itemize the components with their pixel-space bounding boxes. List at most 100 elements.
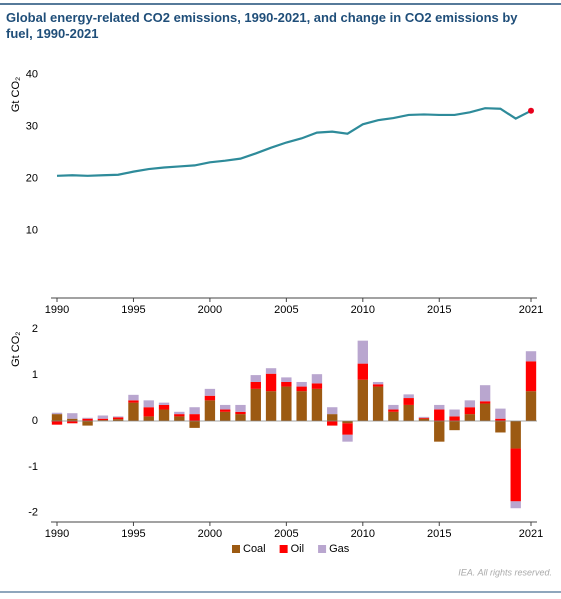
- bar-segment: [235, 414, 246, 421]
- bar-segment: [357, 363, 368, 380]
- bar-segment: [495, 421, 506, 433]
- last-point: [528, 107, 534, 114]
- bar-segment: [82, 417, 93, 419]
- bar-segment: [311, 388, 323, 421]
- bar-segment: [143, 416, 154, 421]
- bar-segment: [220, 411, 231, 421]
- y-axis-label: Gt CO₂: [10, 331, 22, 366]
- bar-segment: [265, 391, 277, 421]
- bar-segment: [525, 351, 537, 362]
- bar-segment: [97, 418, 109, 421]
- bar-segment: [281, 377, 292, 382]
- bar-segment: [265, 368, 277, 374]
- x-tick-label: 2015: [427, 528, 451, 540]
- bar-segment: [143, 407, 154, 417]
- legend-swatch: [279, 545, 288, 553]
- y-tick-label: 0: [32, 415, 38, 427]
- bar-segment: [189, 407, 200, 415]
- legend-label: Gas: [329, 543, 350, 555]
- x-tick-label: 2010: [351, 304, 375, 316]
- bar-segment: [112, 416, 124, 418]
- bar-segment: [51, 412, 63, 415]
- bar-segment: [434, 409, 445, 421]
- bar-segment: [479, 401, 491, 404]
- y-tick-label: 20: [26, 172, 38, 184]
- bar-segment: [495, 408, 506, 419]
- bar-segment: [97, 420, 109, 421]
- bar-segment: [327, 414, 338, 421]
- bar-segment: [281, 381, 292, 387]
- x-tick-label: 2015: [427, 304, 451, 316]
- bar-segment: [434, 404, 445, 410]
- bar-segment: [311, 374, 323, 384]
- bar-segment: [418, 418, 430, 421]
- bar-segment: [82, 418, 93, 421]
- x-tick-label: 2021: [519, 528, 543, 540]
- x-tick-label: 2000: [198, 304, 222, 316]
- bar-segment: [158, 409, 170, 421]
- bar-segment: [281, 386, 292, 421]
- y-tick-label: 1: [32, 369, 38, 381]
- bar-segment: [174, 411, 185, 415]
- legend-swatch: [232, 545, 240, 553]
- bar-segment: [388, 411, 399, 421]
- line: [56, 107, 532, 177]
- y-tick-label: 2: [32, 323, 38, 335]
- bar-segment: [67, 418, 78, 421]
- y-tick-label: 10: [26, 224, 38, 236]
- x-tick-label: 1990: [45, 528, 69, 540]
- bar-segment: [479, 403, 491, 421]
- legend-swatch: [318, 545, 327, 553]
- bar-segment: [67, 421, 78, 424]
- bar-segment: [372, 384, 384, 387]
- bar-segment: [250, 388, 261, 421]
- bar-segment: [388, 409, 399, 412]
- bar-segment: [311, 383, 323, 389]
- bar-segment: [449, 409, 460, 417]
- bar-segment: [403, 404, 414, 421]
- bar-segment: [128, 394, 139, 401]
- bar-segment: [403, 398, 414, 405]
- bar-segment: [495, 418, 506, 421]
- bar-segment: [235, 411, 246, 415]
- bar-segment: [174, 416, 185, 421]
- x-tick-label: 2010: [351, 528, 375, 540]
- bar-segment: [128, 400, 139, 403]
- bar-segment: [449, 416, 460, 421]
- bar-segment: [418, 416, 430, 418]
- legend-label: Oil: [291, 543, 304, 555]
- bar-segment: [357, 379, 368, 421]
- bar-segment: [464, 400, 476, 408]
- x-tick-label: 1995: [121, 304, 145, 316]
- bar-segment: [189, 414, 200, 421]
- chart-title: Global energy-related CO2 emissions, 199…: [6, 10, 518, 41]
- bar-segment: [128, 402, 139, 421]
- y-tick-label: 40: [26, 68, 38, 80]
- bar-segment: [434, 421, 445, 442]
- bar-segment: [342, 423, 353, 435]
- bar-segment: [510, 421, 521, 449]
- bar-segment: [220, 404, 231, 410]
- bar-segment: [357, 340, 368, 364]
- bar-segment: [510, 501, 521, 509]
- bar-segment: [525, 361, 537, 392]
- bar-segment: [250, 375, 261, 382]
- bar-segment: [327, 421, 338, 426]
- bar-segment: [112, 417, 124, 420]
- bar-segment: [97, 415, 109, 419]
- bar-segment: [112, 419, 124, 421]
- bar-segment: [525, 391, 537, 421]
- bar-segment: [51, 414, 63, 421]
- x-tick-label: 1995: [121, 528, 145, 540]
- credit: IEA. All rights reserved.: [458, 567, 552, 577]
- y-tick-label: 30: [26, 120, 38, 132]
- x-tick-label: 2000: [198, 528, 222, 540]
- bar-segment: [265, 373, 277, 392]
- bar-segment: [342, 421, 353, 424]
- bar-segment: [220, 409, 231, 412]
- bar-segment: [158, 402, 170, 405]
- bar-segment: [342, 434, 353, 442]
- bar-segment: [235, 404, 246, 412]
- bar-segment: [204, 388, 216, 396]
